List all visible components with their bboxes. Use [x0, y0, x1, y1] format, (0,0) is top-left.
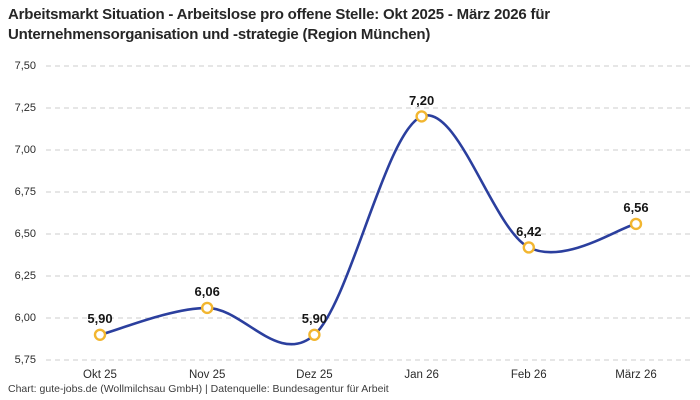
y-axis-tick-label: 6,50	[14, 227, 36, 240]
y-axis-tick-label: 5,75	[14, 353, 36, 366]
chart-title-line1: Arbeitsmarkt Situation - Arbeitslose pro…	[8, 6, 550, 23]
data-point-marker	[308, 328, 321, 341]
x-axis-tick-label: Nov 25	[188, 369, 226, 381]
chart-title: Arbeitsmarkt Situation - Arbeitslose pro…	[8, 5, 668, 44]
chart-source-credit: Chart: gute-jobs.de (Wollmilchsau GmbH) …	[8, 383, 389, 395]
x-axis-tick-label: Feb 26	[510, 369, 547, 381]
y-axis-tick-label: 7,00	[14, 143, 36, 156]
y-axis-tick-label: 6,00	[14, 311, 36, 324]
data-point-value-label: 6,06	[194, 284, 220, 300]
data-point-value-label: 5,90	[87, 311, 113, 327]
data-point-marker	[93, 328, 107, 341]
y-axis-tick-label: 6,25	[14, 269, 36, 282]
data-point-value-label: 5,90	[301, 311, 328, 327]
data-point-marker	[200, 301, 214, 315]
y-axis-tick-label: 7,50	[14, 59, 36, 72]
data-point-value-label: 6,42	[516, 223, 542, 239]
data-point-marker	[522, 241, 535, 254]
data-point-marker	[629, 217, 643, 231]
y-axis-tick-label: 7,25	[14, 101, 36, 114]
data-point-marker	[415, 110, 428, 123]
chart-title-line2: Unternehmensorganisation und -strategie …	[8, 25, 431, 43]
data-point-value-label: 7,20	[408, 92, 435, 108]
data-point-value-label: 6,56	[623, 200, 649, 216]
x-axis-tick-label: Jan 26	[404, 369, 439, 381]
x-axis-tick-label: März 26	[615, 369, 657, 381]
x-axis-tick-label: Okt 25	[83, 369, 117, 381]
y-axis-tick-label: 6,75	[14, 185, 36, 198]
x-axis-tick-label: Dez 25	[296, 369, 333, 381]
